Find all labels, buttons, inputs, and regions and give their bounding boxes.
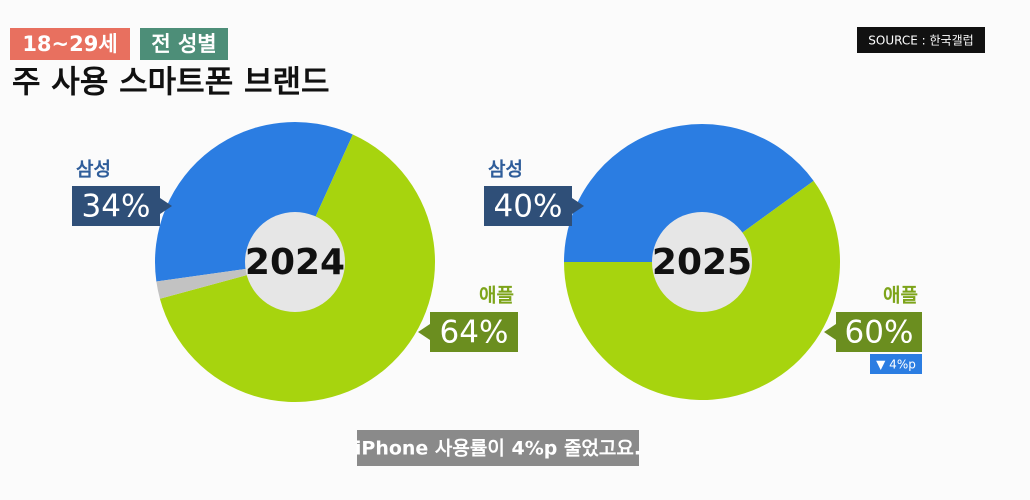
title: 주 사용 스마트폰 브랜드 [12,65,330,101]
center-circle [245,212,345,312]
label-box [836,312,922,352]
source-box [857,27,985,53]
center-label: 2024 [245,242,345,283]
tag: 18~29세 [22,32,117,56]
value-label: 40% [494,189,563,225]
category-label: 삼성 [488,159,523,181]
label-box [430,312,518,352]
annotation-box [870,354,922,374]
category-label: 삼성 [76,159,111,181]
value-label: 64% [440,315,509,351]
center-circle [652,212,752,312]
label-box [72,186,160,226]
label-arrow [160,198,172,214]
value-label: 34% [82,189,151,225]
caption-box [357,430,639,466]
pie-slice [564,123,814,263]
tag-box [140,28,228,60]
label-arrow [572,198,584,214]
source: SOURCE : 한국갤럽 [868,34,973,48]
label-box [484,186,572,226]
value-label: 60% [845,315,914,351]
caption: iPhone 사용률이 4%p 줄었고요. [355,438,641,460]
category-label: 애플 [883,285,918,307]
label-arrow [418,324,430,340]
tag-box [10,28,130,60]
label-arrow [824,324,836,340]
category-label: 애플 [479,285,514,307]
center-label: 2025 [652,242,752,283]
annotation: ▼ 4%p [876,358,916,372]
tag: 전 성별 [151,32,216,56]
